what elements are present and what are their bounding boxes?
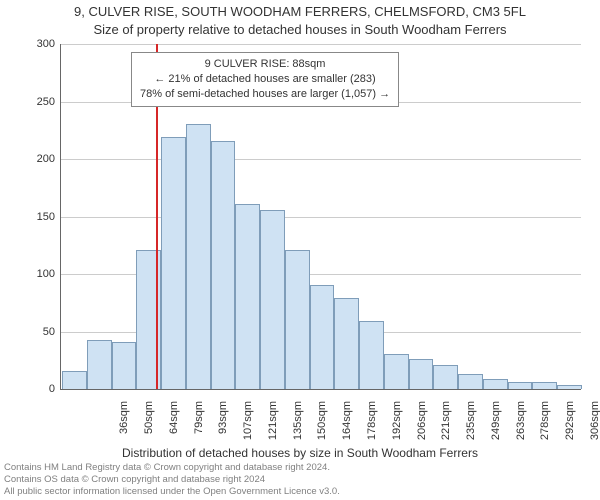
annotation-line: 9 CULVER RISE: 88sqm [140,57,390,72]
histogram-bar [87,340,112,389]
histogram-bar [458,374,483,389]
y-tick-label: 100 [15,268,55,280]
histogram-bar [359,321,384,389]
footer-line: All public sector information licensed u… [4,486,340,498]
y-tick-label: 250 [15,96,55,108]
chart-title: 9, CULVER RISE, SOUTH WOODHAM FERRERS, C… [0,4,600,19]
histogram-bar [235,204,260,389]
histogram-bar [112,342,137,389]
histogram-bar [557,385,582,389]
histogram-bar [310,285,335,390]
histogram-bar [161,137,186,389]
histogram-bar [211,141,236,389]
histogram-bar [384,354,409,390]
y-tick-label: 150 [15,211,55,223]
y-tick-label: 300 [15,38,55,50]
histogram-bar [433,365,458,389]
y-tick-label: 0 [15,383,55,395]
gridline [61,159,581,160]
histogram-bar [409,359,434,389]
histogram-bar [186,124,211,390]
histogram-bar [62,371,87,389]
annotation-line: ← 21% of detached houses are smaller (28… [140,72,390,87]
footer-attribution: Contains HM Land Registry data © Crown c… [4,462,340,498]
gridline [61,44,581,45]
histogram-bar [260,210,285,389]
footer-line: Contains OS data © Crown copyright and d… [4,474,340,486]
histogram-bar [285,250,310,389]
histogram-bar [532,382,557,389]
annotation-box: 9 CULVER RISE: 88sqm← 21% of detached ho… [131,52,399,107]
gridline [61,217,581,218]
histogram-bar [334,298,359,389]
histogram-bar [508,382,533,389]
footer-line: Contains HM Land Registry data © Crown c… [4,462,340,474]
chart-subtitle: Size of property relative to detached ho… [0,22,600,37]
y-tick-label: 50 [15,326,55,338]
annotation-line: 78% of semi-detached houses are larger (… [140,87,390,102]
y-tick-label: 200 [15,153,55,165]
histogram-bar [483,379,508,389]
chart-container: 9, CULVER RISE, SOUTH WOODHAM FERRERS, C… [0,0,600,500]
x-axis-label: Distribution of detached houses by size … [0,446,600,460]
plot-area: 9 CULVER RISE: 88sqm← 21% of detached ho… [60,44,581,390]
